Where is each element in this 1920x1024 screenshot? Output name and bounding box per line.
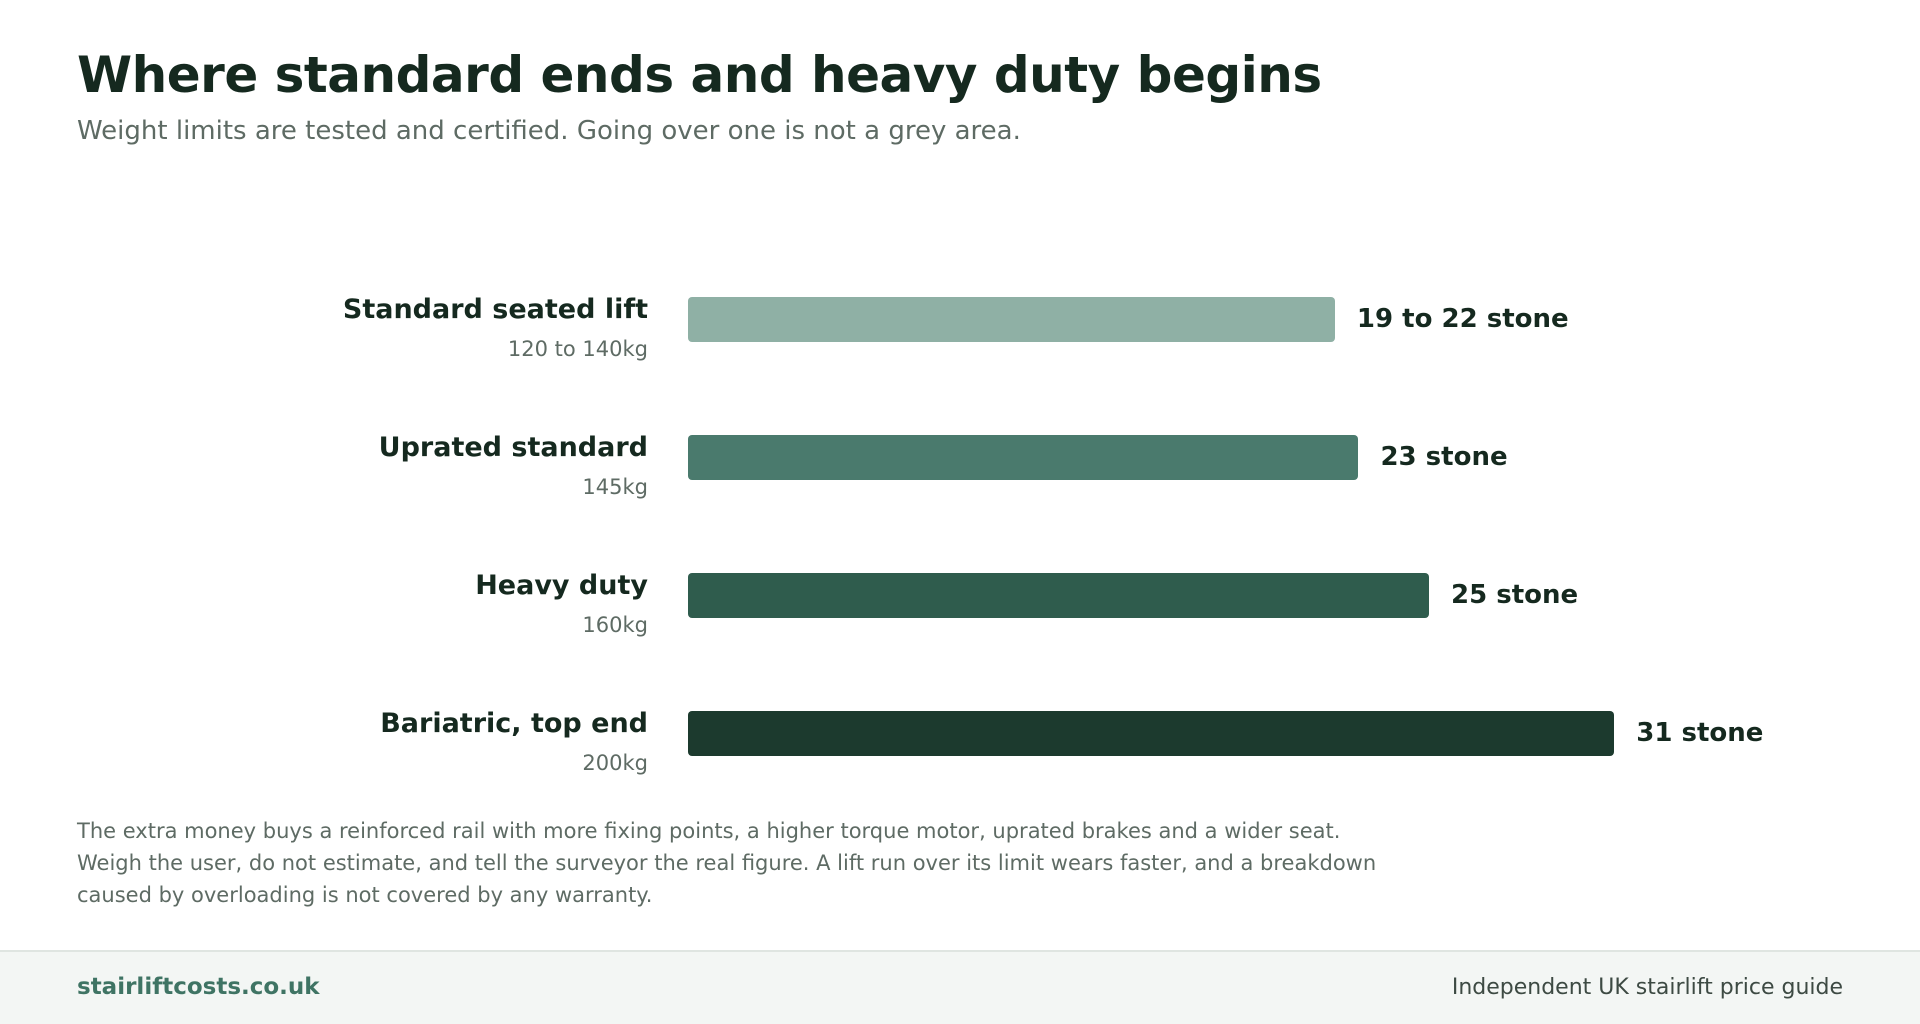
bar-row: Heavy duty 160kg 25 stone <box>0 536 1920 637</box>
category-label: Bariatric, top end <box>380 708 648 739</box>
category-sub-label: 145kg <box>582 475 648 499</box>
category-sub-label: 200kg <box>582 751 648 775</box>
footer: stairliftcosts.co.uk Independent UK stai… <box>0 950 1920 1024</box>
bar <box>688 573 1430 618</box>
value-label: 23 stone <box>1380 442 1508 472</box>
bar <box>688 435 1359 480</box>
category-label: Uprated standard <box>378 432 648 463</box>
footer-brand[interactable]: stairliftcosts.co.uk <box>77 974 320 1000</box>
bar <box>688 711 1615 756</box>
chart-title: Where standard ends and heavy duty begin… <box>77 46 1322 104</box>
explanatory-note: The extra money buys a reinforced rail w… <box>77 819 1377 907</box>
category-sub-label: 160kg <box>582 613 648 637</box>
value-label: 25 stone <box>1451 580 1579 610</box>
bar-chart: Standard seated lift 120 to 140kg 19 to 22… <box>0 260 1920 800</box>
chart-subtitle: Weight limits are tested and certified. … <box>77 116 1021 146</box>
footer-tagline: Independent UK stairlift price guide <box>1451 975 1843 1000</box>
bar-row: Bariatric, top end 200kg 31 stone <box>0 674 1920 775</box>
bar-row: Standard seated lift 120 to 140kg 19 to 22… <box>0 260 1920 361</box>
bar-row: Uprated standard 145kg 23 stone <box>0 398 1920 499</box>
category-label: Heavy duty <box>475 570 648 601</box>
category-label: Standard seated lift <box>342 294 648 325</box>
value-label: 19 to 22 stone <box>1356 304 1569 334</box>
bar <box>688 297 1335 342</box>
category-sub-label: 120 to 140kg <box>507 337 648 361</box>
value-label: 31 stone <box>1636 718 1764 748</box>
